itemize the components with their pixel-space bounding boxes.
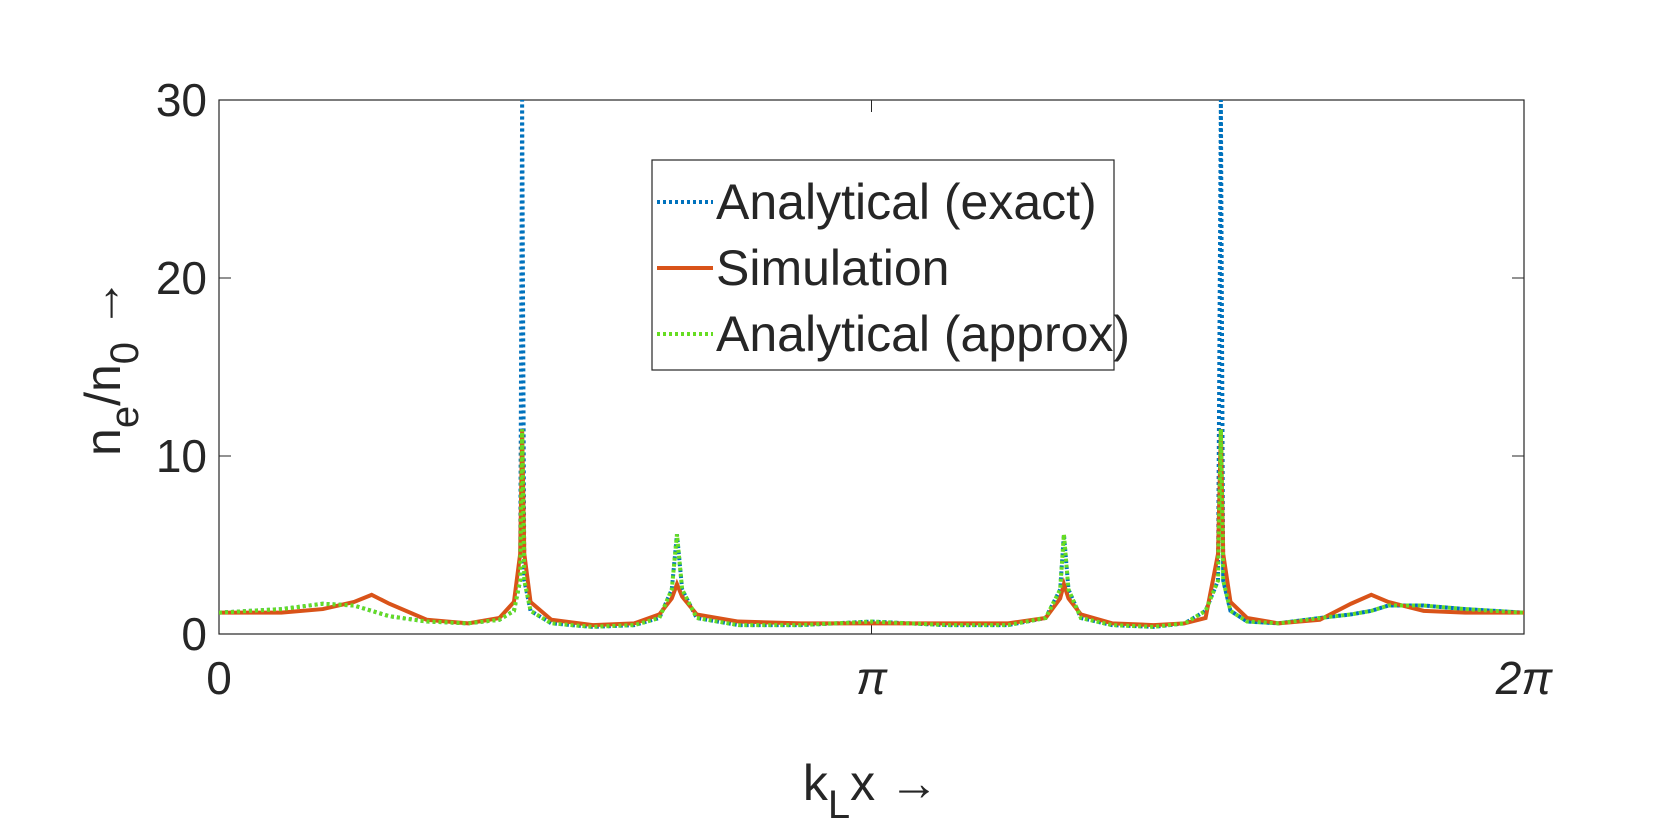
x-tick-label: 2π xyxy=(1495,652,1554,704)
x-label-part: k xyxy=(803,755,829,811)
legend-label: Simulation xyxy=(716,240,949,296)
x-label-sub: L xyxy=(828,783,850,827)
legend-label: Analytical (exact) xyxy=(716,174,1097,230)
legend-label: Analytical (approx) xyxy=(716,306,1130,362)
y-label-sub: e xyxy=(103,406,147,428)
y-label-part: n xyxy=(75,428,131,456)
x-tick-label: π xyxy=(856,652,888,704)
legend: Analytical (exact) Simulation Analytical (… xyxy=(651,159,1130,371)
series-line xyxy=(219,429,1524,629)
y-label-sub: 0 xyxy=(103,342,147,364)
x-axis-label: kLx → xyxy=(803,755,939,827)
y-label-part: → xyxy=(75,278,131,342)
x-tick-label: 0 xyxy=(206,652,232,704)
axes: 0 10 20 30 0 π 2π xyxy=(156,74,1554,704)
y-tick-label: 30 xyxy=(156,74,207,126)
y-tick-label: 20 xyxy=(156,252,207,304)
y-tick-label: 0 xyxy=(181,608,207,660)
y-tick-label: 10 xyxy=(156,430,207,482)
y-label-part: /n xyxy=(75,364,131,406)
y-axis-label: ne/n0 → xyxy=(75,278,147,456)
lines xyxy=(219,100,1524,629)
legend-box xyxy=(651,159,1115,371)
x-label-part: x → xyxy=(850,755,939,811)
